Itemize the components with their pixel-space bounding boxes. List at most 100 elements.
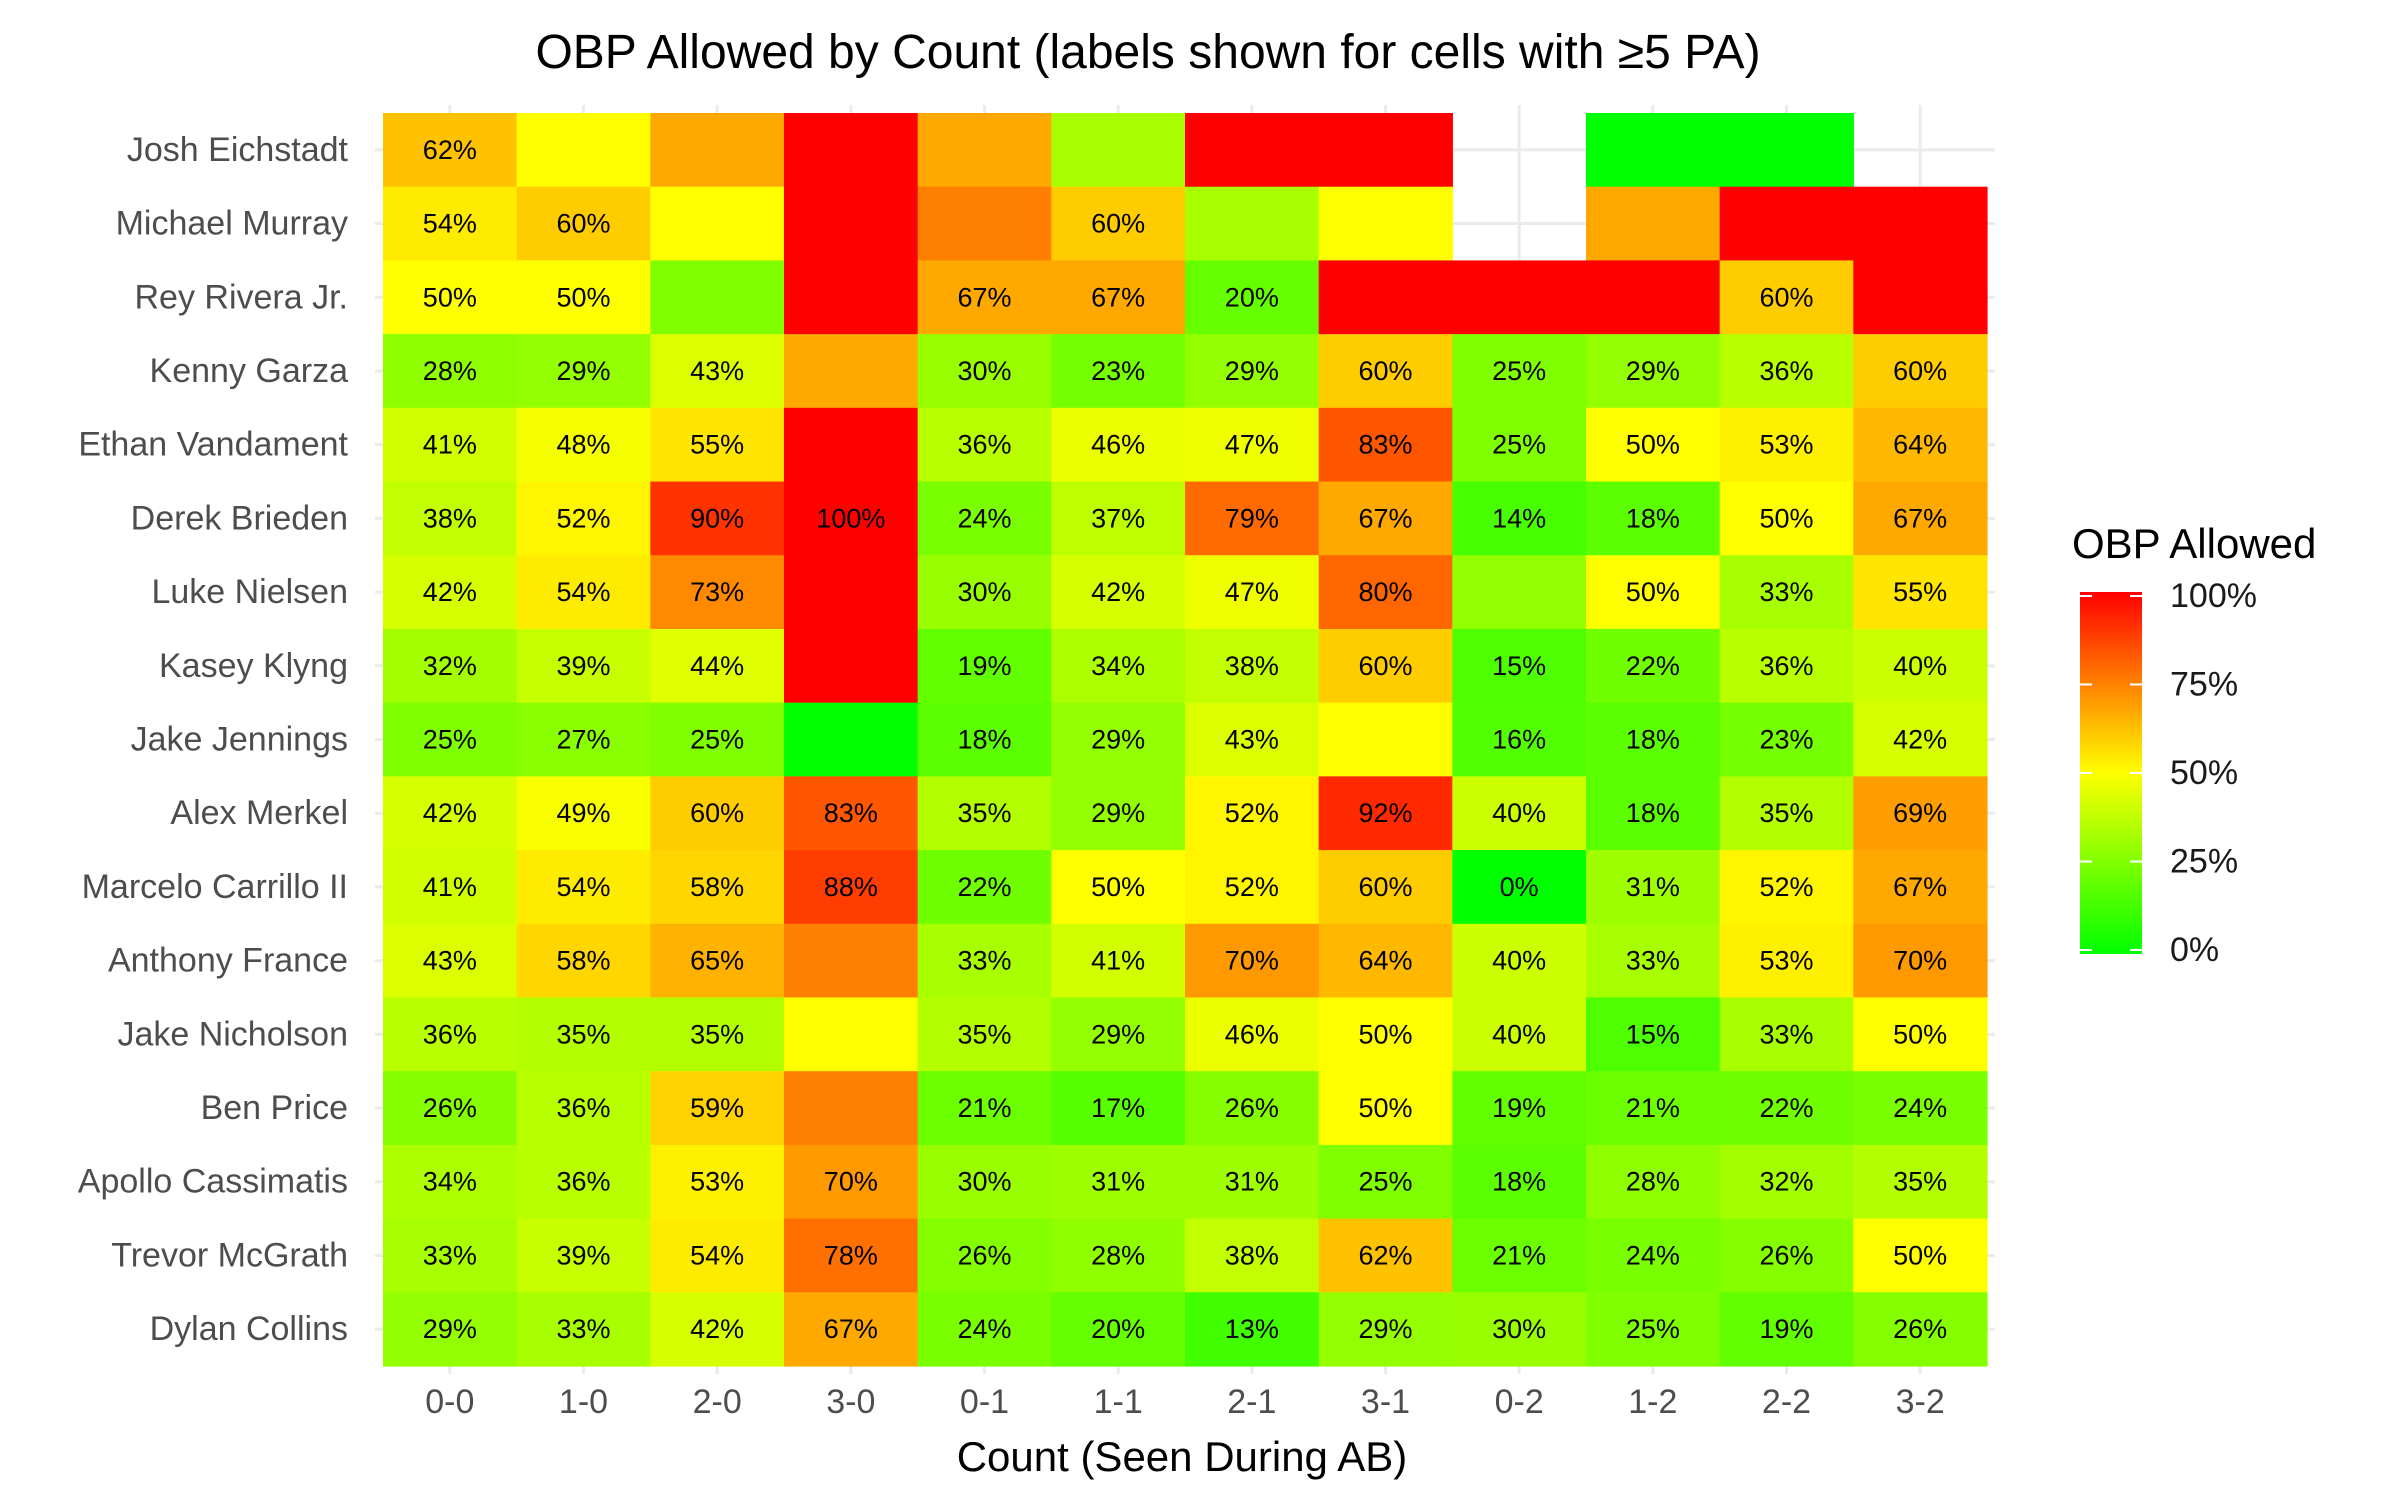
- cell-value-label: 29%: [1626, 356, 1680, 386]
- heatmap-cell: [1719, 1292, 1854, 1367]
- heatmap-cell: [1318, 186, 1453, 262]
- cell-value-label: 18%: [957, 725, 1011, 755]
- cell-value-label: 18%: [1492, 1167, 1546, 1197]
- heatmap-cell: [1051, 186, 1186, 262]
- heatmap-cell: [650, 407, 785, 483]
- heatmap-cell: [1853, 1144, 1988, 1220]
- heatmap-cell: [516, 334, 651, 409]
- heatmap-cell: [1452, 260, 1587, 335]
- heatmap-cell: [917, 923, 1052, 999]
- cell-value-label: 29%: [1225, 356, 1279, 386]
- heatmap-cell: [1853, 776, 1988, 851]
- heatmap-cell: [1051, 702, 1186, 777]
- heatmap-cell: [1051, 776, 1186, 851]
- cell-value-label: 29%: [1358, 1314, 1412, 1344]
- heatmap-cell: [1586, 702, 1721, 777]
- cell-value-label: 83%: [1358, 430, 1412, 460]
- heatmap-cell: [1318, 407, 1453, 483]
- heatmap-cell: [1586, 1292, 1721, 1367]
- cell-value-label: 22%: [957, 872, 1011, 902]
- cell-value-label: 50%: [556, 282, 610, 312]
- heatmap-cell: [383, 1144, 518, 1220]
- legend-ticks: 100% 75% 50% 25% 0%: [2080, 577, 2257, 969]
- heatmap-cell: [1586, 407, 1721, 483]
- heatmap-cell: [1719, 1144, 1854, 1220]
- y-tick-label: Apollo Cassimatis: [78, 1163, 348, 1201]
- cell-value-label: 41%: [1091, 946, 1145, 976]
- cell-value-label: 35%: [1893, 1167, 1947, 1197]
- heatmap-cell: [917, 997, 1052, 1072]
- cell-value-label: 19%: [957, 651, 1011, 681]
- cell-value-label: 52%: [556, 503, 610, 533]
- heatmap-cell: [1586, 113, 1721, 188]
- cell-value-label: 23%: [1091, 356, 1145, 386]
- heatmap-cell: [383, 260, 518, 335]
- legend: OBP Allowed 100% 75% 50% 25% 0%: [2072, 520, 2316, 969]
- heatmap-cell: [650, 334, 785, 409]
- heatmap-cell: [1719, 334, 1854, 409]
- cell-value-label: 64%: [1358, 946, 1412, 976]
- cell-value-label: 29%: [1091, 1019, 1145, 1049]
- cell-value-label: 55%: [1893, 577, 1947, 607]
- cell-value-label: 18%: [1626, 503, 1680, 533]
- heatmap-cell: [650, 776, 785, 851]
- heatmap-cell: [1452, 776, 1587, 851]
- heatmap-cell: [917, 1144, 1052, 1220]
- y-tick-label: Jake Nicholson: [117, 1015, 348, 1053]
- heatmap-cell: [383, 186, 518, 262]
- heatmap-cell: [1318, 260, 1453, 335]
- heatmap-cell: [917, 407, 1052, 483]
- heatmap-cell: [1853, 1292, 1988, 1367]
- heatmap-cell: [650, 628, 785, 704]
- heatmap-cell: [650, 555, 785, 630]
- heatmap-cell: [1318, 1218, 1453, 1293]
- heatmap-cell: [1051, 334, 1186, 409]
- heatmap-cell: [1853, 997, 1988, 1072]
- heatmap-cell: [650, 260, 785, 335]
- cell-value-label: 49%: [556, 798, 610, 828]
- heatmap-cell: [784, 923, 919, 999]
- y-tick-label: Dylan Collins: [150, 1310, 348, 1348]
- y-tick-label: Alex Merkel: [170, 794, 348, 832]
- cell-value-label: 88%: [824, 872, 878, 902]
- heatmap-cell: [1853, 186, 1988, 262]
- heatmap-cell: [784, 702, 919, 777]
- cell-value-label: 67%: [1091, 282, 1145, 312]
- cell-value-label: 41%: [423, 430, 477, 460]
- heatmap-cell: [784, 1218, 919, 1293]
- heatmap-cell: [1853, 850, 1988, 925]
- cell-value-label: 60%: [1358, 872, 1412, 902]
- cell-value-label: 26%: [1225, 1093, 1279, 1123]
- x-tick-label: 0-0: [425, 1383, 474, 1421]
- y-tick-label: Rey Rivera Jr.: [135, 278, 349, 316]
- cell-value-label: 60%: [1358, 651, 1412, 681]
- cell-value-label: 60%: [1358, 356, 1412, 386]
- heatmap-cell: [650, 923, 785, 999]
- legend-title: OBP Allowed: [2072, 520, 2316, 567]
- cell-value-label: 0%: [1500, 872, 1539, 902]
- cell-value-label: 42%: [423, 577, 477, 607]
- heatmap-cell: [917, 481, 1052, 556]
- cell-value-label: 26%: [423, 1093, 477, 1123]
- heatmap-cell: [917, 628, 1052, 704]
- heatmap-cell: [1719, 850, 1854, 925]
- x-tick-label: 2-0: [693, 1383, 742, 1421]
- heatmap-cell: [784, 481, 919, 556]
- cell-value-label: 31%: [1091, 1167, 1145, 1197]
- cell-value-label: 70%: [1225, 946, 1279, 976]
- heatmap-cell: [1586, 1144, 1721, 1220]
- cell-value-label: 19%: [1759, 1314, 1813, 1344]
- heatmap-cell: [516, 260, 651, 335]
- cell-value-label: 80%: [1358, 577, 1412, 607]
- cell-value-label: 54%: [423, 209, 477, 239]
- heatmap-cell: [1853, 702, 1988, 777]
- cell-value-label: 33%: [1759, 577, 1813, 607]
- legend-tick-label: 0%: [2170, 931, 2219, 969]
- cell-value-label: 29%: [556, 356, 610, 386]
- cell-value-label: 26%: [957, 1240, 1011, 1270]
- heatmap-cell: [516, 923, 651, 999]
- cell-value-label: 33%: [556, 1314, 610, 1344]
- cell-value-label: 52%: [1225, 872, 1279, 902]
- cell-value-label: 48%: [556, 430, 610, 460]
- cell-value-label: 27%: [556, 725, 610, 755]
